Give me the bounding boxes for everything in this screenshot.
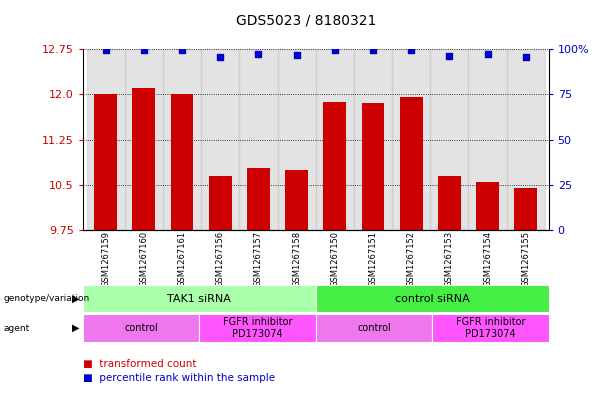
Point [444,53,454,59]
Point [101,47,110,53]
Text: genotype/variation: genotype/variation [3,294,89,303]
Bar [354,49,392,230]
Bar [132,88,155,230]
Bar [514,188,537,230]
Text: control: control [357,323,391,333]
Point [368,47,378,53]
Text: ▶: ▶ [72,294,80,304]
Bar [86,49,125,230]
Point [406,47,416,53]
Bar [247,168,270,230]
Text: control siRNA: control siRNA [395,294,470,304]
Bar [506,49,545,230]
Bar [278,49,316,230]
Bar [468,49,506,230]
Bar [209,176,232,230]
Text: ■  percentile rank within the sample: ■ percentile rank within the sample [83,373,275,383]
Text: control: control [124,323,158,333]
Bar [476,182,499,230]
Bar [125,49,163,230]
Bar [94,94,117,230]
Bar [400,97,422,230]
Bar [362,103,384,230]
Bar [170,94,194,230]
Bar [285,170,308,230]
Text: FGFR inhibitor
PD173074: FGFR inhibitor PD173074 [455,318,525,339]
Point [254,51,264,57]
Point [482,51,492,57]
Bar [438,176,461,230]
Text: ■  transformed count: ■ transformed count [83,358,196,369]
Bar [323,102,346,230]
Point [177,47,187,53]
Point [139,47,149,53]
Text: TAK1 siRNA: TAK1 siRNA [167,294,231,304]
Text: ▶: ▶ [72,323,80,333]
Bar [239,49,278,230]
Bar [163,49,201,230]
Bar [392,49,430,230]
Point [292,52,302,58]
Point [330,47,340,53]
Text: FGFR inhibitor
PD173074: FGFR inhibitor PD173074 [223,318,292,339]
Point [521,54,531,60]
Text: GDS5023 / 8180321: GDS5023 / 8180321 [237,14,376,28]
Bar [430,49,468,230]
Text: agent: agent [3,324,29,332]
Bar [316,49,354,230]
Bar [201,49,239,230]
Point [215,54,225,60]
